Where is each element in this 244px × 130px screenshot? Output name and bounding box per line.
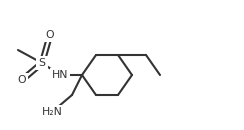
Text: S: S xyxy=(39,58,45,68)
Text: HN: HN xyxy=(52,70,68,80)
Text: O: O xyxy=(46,30,54,40)
Text: O: O xyxy=(18,75,26,85)
Text: H₂N: H₂N xyxy=(41,107,62,117)
